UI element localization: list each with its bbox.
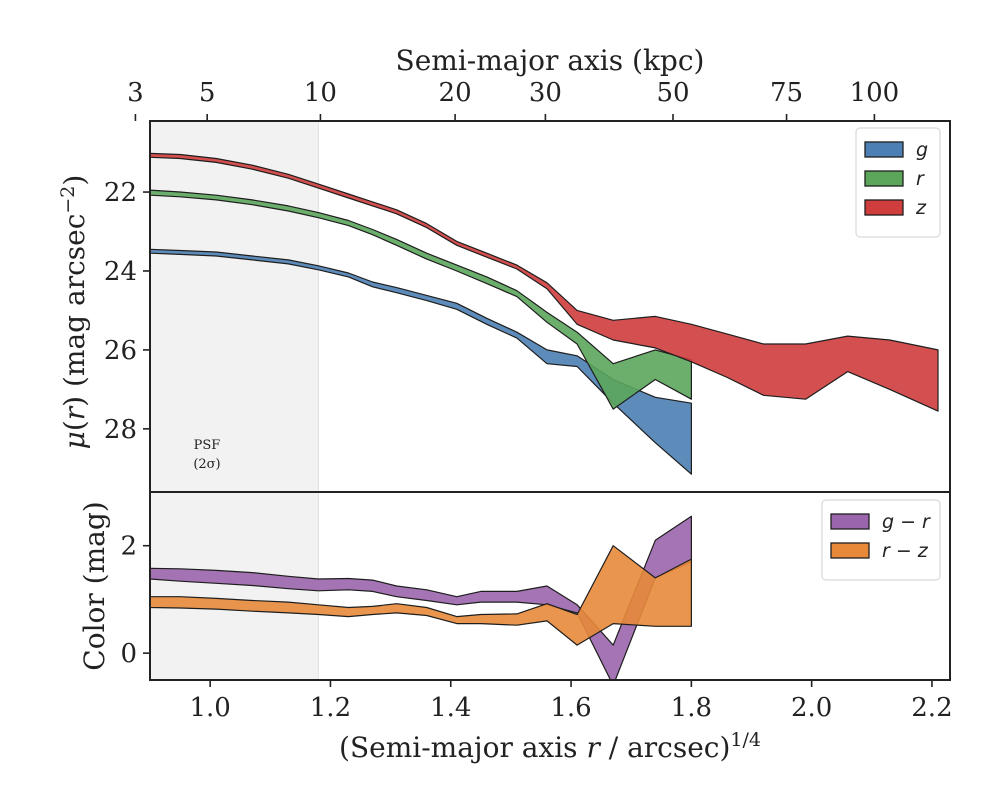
legend-swatch bbox=[864, 170, 904, 187]
top-x-tick-label: 10 bbox=[304, 78, 337, 108]
bottom-y-tick-label: 2 bbox=[120, 532, 137, 562]
top-x-tick-label: 5 bbox=[199, 78, 216, 108]
top-x-tick-label: 20 bbox=[439, 78, 472, 108]
x-tick-label: 1.2 bbox=[310, 693, 351, 723]
psf-label-line2: (2σ) bbox=[193, 457, 220, 472]
legend-label: r bbox=[916, 168, 925, 190]
x-tick-label: 2.2 bbox=[911, 693, 952, 723]
bottom-y-tick-label: 0 bbox=[120, 639, 137, 669]
surface-brightness-bands bbox=[150, 152, 939, 475]
bottom-y-axis-title: Color (mag) bbox=[78, 501, 111, 670]
axes bbox=[149, 120, 951, 681]
top-axis-title: Semi-major axis (kpc) bbox=[396, 44, 705, 77]
top-x-tick-label: 50 bbox=[656, 78, 689, 108]
legend-swatch bbox=[864, 199, 904, 216]
band-rz bbox=[150, 545, 692, 646]
x-tick-label: 1.6 bbox=[550, 693, 591, 723]
top-y-axis-title: μ(r) (mag arcsec−2) bbox=[57, 175, 91, 450]
legend-label: r − z bbox=[882, 540, 929, 562]
x-tick-label: 2.0 bbox=[791, 693, 832, 723]
band-g bbox=[150, 248, 692, 475]
mu-symbol: μ bbox=[58, 431, 91, 449]
top-legend: grz bbox=[855, 127, 941, 238]
top-y-tick-label: 28 bbox=[104, 415, 137, 445]
top-x-tick-label: 30 bbox=[529, 78, 562, 108]
legend-swatch bbox=[864, 141, 904, 158]
color-bands bbox=[150, 515, 692, 680]
legend-label: g − r bbox=[882, 511, 931, 533]
bottom-x-axis-title: (Semi-major axis r / arcsec)1/4 bbox=[339, 729, 761, 764]
x-tick-label: 1.8 bbox=[671, 693, 712, 723]
top-x-tick-label: 100 bbox=[850, 78, 900, 108]
top-x-tick-label: 75 bbox=[770, 78, 803, 108]
bottom-legend: g − r r − z bbox=[821, 499, 941, 581]
legend-swatch bbox=[830, 513, 870, 530]
legend-label: g bbox=[916, 139, 928, 161]
psf-label: PSF (2σ) bbox=[193, 438, 220, 472]
x-tick-label: 1.0 bbox=[189, 693, 230, 723]
legend-label: z bbox=[915, 197, 927, 219]
tick-marks: 1.0 1.2 1.4 1.6 1.8 2.0 2.23 5 10 20 30 50 75 1002224… bbox=[104, 78, 953, 723]
band-r bbox=[150, 189, 692, 410]
x-tick-label: 1.4 bbox=[430, 693, 471, 723]
bottom-axes-frame bbox=[149, 491, 951, 681]
top-y-tick-label: 22 bbox=[104, 178, 137, 208]
psf-label-line1: PSF bbox=[194, 438, 221, 453]
legend-swatch bbox=[830, 542, 870, 559]
top-y-tick-label: 24 bbox=[104, 257, 137, 287]
top-x-tick-label: 3 bbox=[127, 78, 144, 108]
band-z bbox=[150, 152, 939, 412]
top-y-tick-label: 26 bbox=[104, 336, 137, 366]
